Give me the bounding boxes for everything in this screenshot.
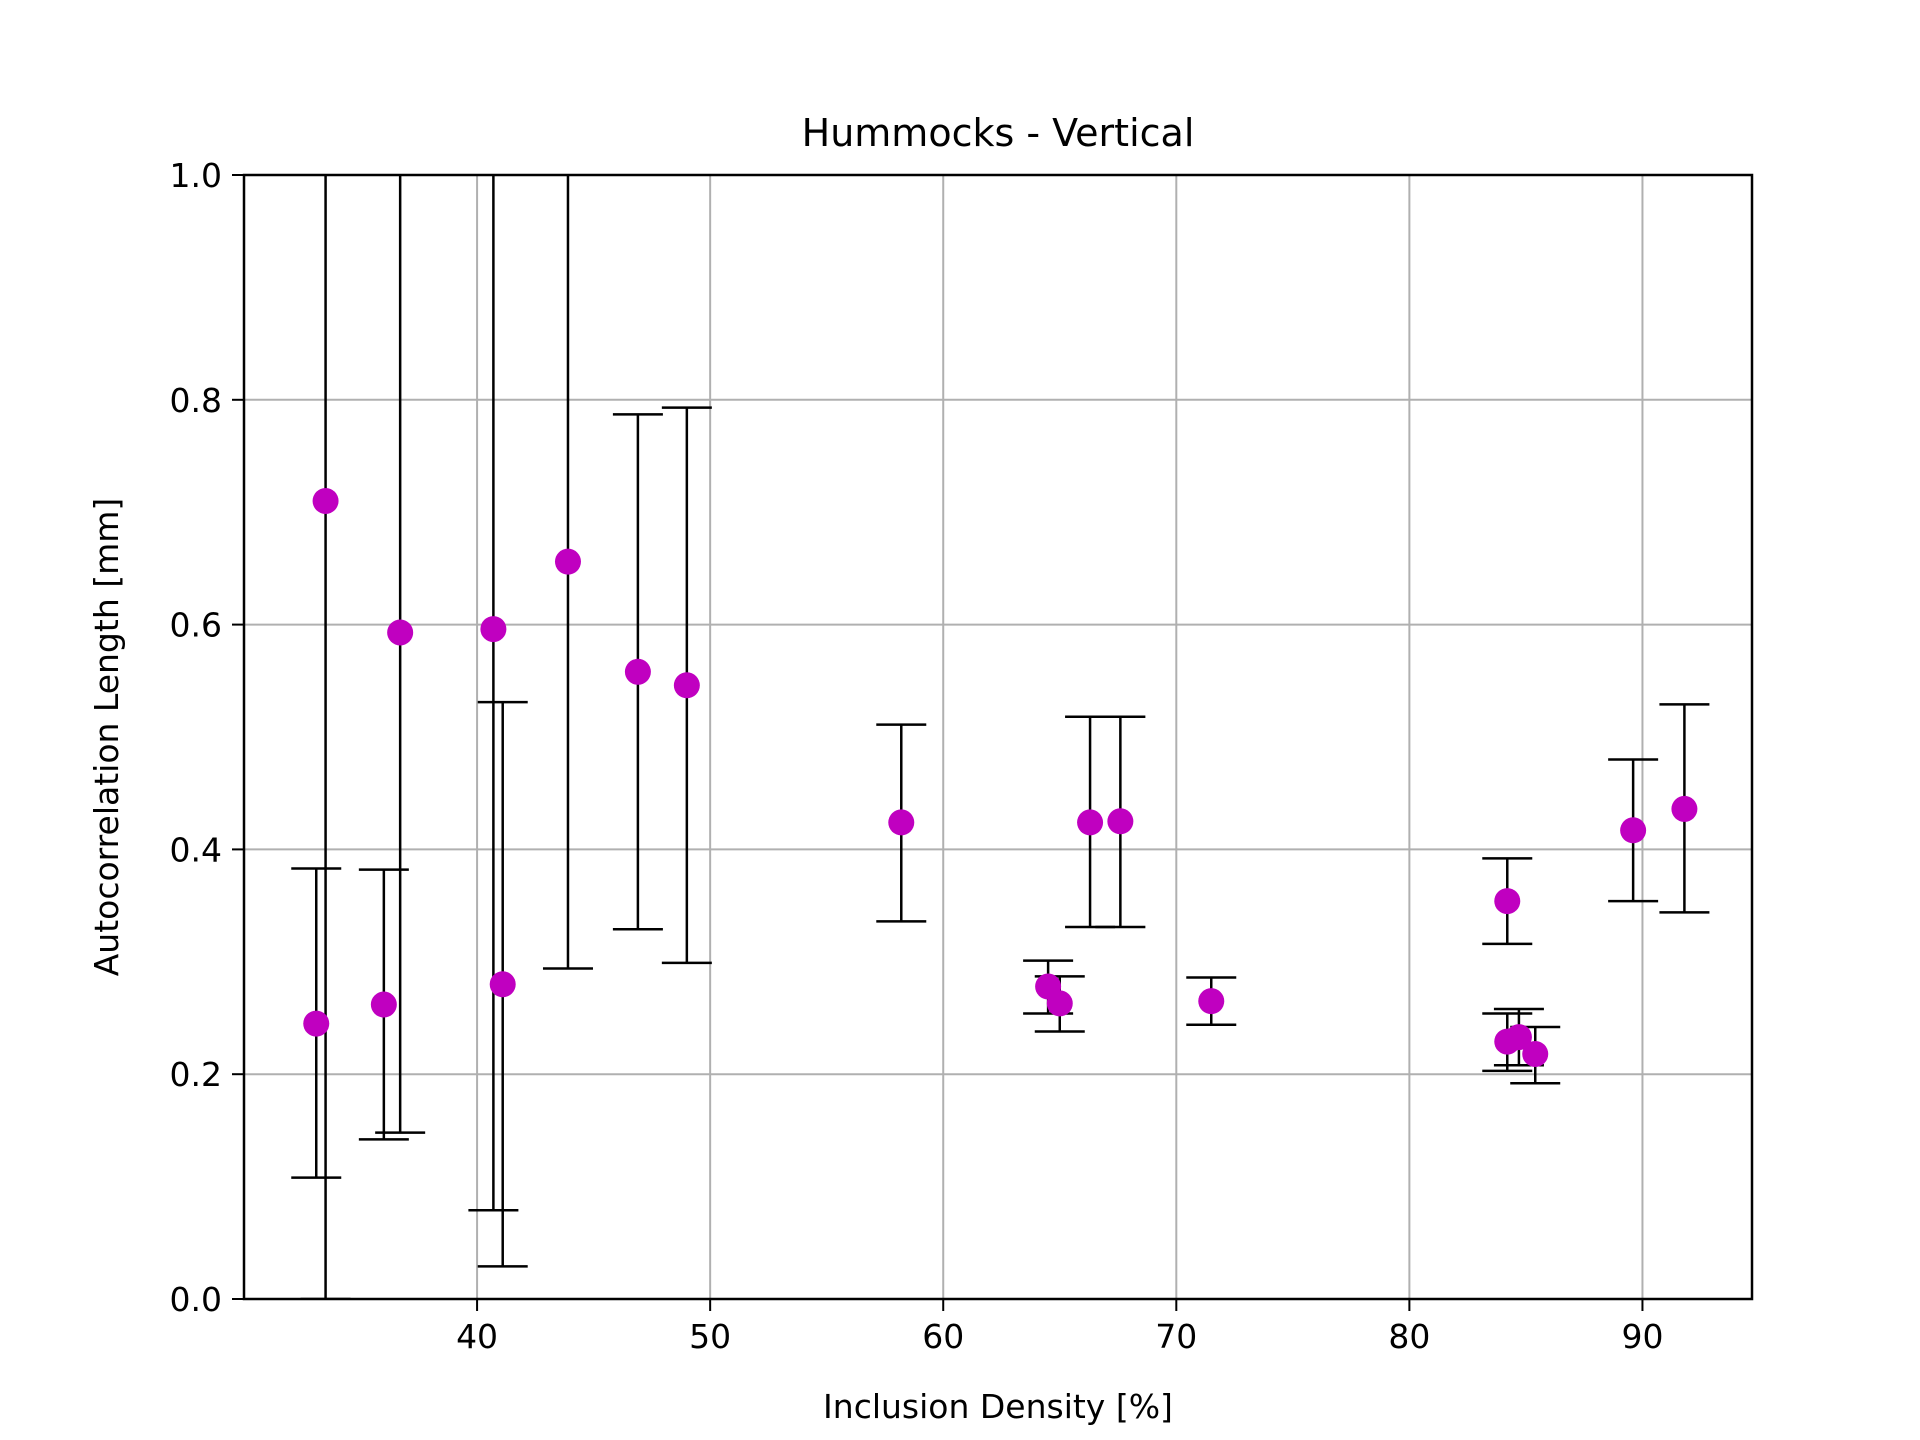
plot-frame — [242, 173, 1754, 1301]
y-tick-label: 0.6 — [170, 606, 222, 645]
x-tick-label: 90 — [1621, 1317, 1663, 1356]
chart-title: Hummocks - Vertical — [802, 111, 1195, 155]
data-point — [1077, 809, 1104, 836]
data-point — [480, 616, 507, 643]
data-point — [312, 487, 339, 514]
data-point — [387, 619, 414, 646]
data-point — [1671, 795, 1698, 822]
data-point — [1522, 1040, 1549, 1067]
data-point — [370, 991, 397, 1018]
data-point — [1494, 888, 1521, 915]
y-tick-label: 0.4 — [170, 830, 222, 869]
x-tick-label: 80 — [1388, 1317, 1430, 1356]
y-tick-label: 1.0 — [170, 156, 222, 195]
x-tick-label: 70 — [1155, 1317, 1197, 1356]
data-point — [303, 1010, 330, 1037]
data-point — [1505, 1024, 1532, 1051]
y-axis-label: Autocorrelation Length [mm] — [87, 498, 126, 977]
data-point — [1046, 990, 1073, 1017]
y-tick-label: 0.8 — [170, 381, 222, 420]
axis-ticks: 40 50 60 70 80 90 0.0 0.2 0.4 0.6 0.8 1.0 — [170, 156, 1664, 1356]
data-point — [1620, 817, 1647, 844]
x-tick-label: 40 — [456, 1317, 498, 1356]
data-point — [554, 548, 581, 575]
data-point — [489, 971, 516, 998]
data-point — [888, 809, 915, 836]
x-axis-label: Inclusion Density [%] — [823, 1387, 1173, 1426]
x-tick-label: 50 — [689, 1317, 731, 1356]
data-points — [303, 487, 1698, 1067]
data-point — [1107, 808, 1134, 835]
data-point — [673, 672, 700, 699]
data-point — [624, 658, 651, 685]
x-tick-label: 60 — [922, 1317, 964, 1356]
data-point — [1198, 988, 1225, 1015]
y-tick-label: 0.0 — [170, 1280, 222, 1319]
y-tick-label: 0.2 — [170, 1055, 222, 1094]
